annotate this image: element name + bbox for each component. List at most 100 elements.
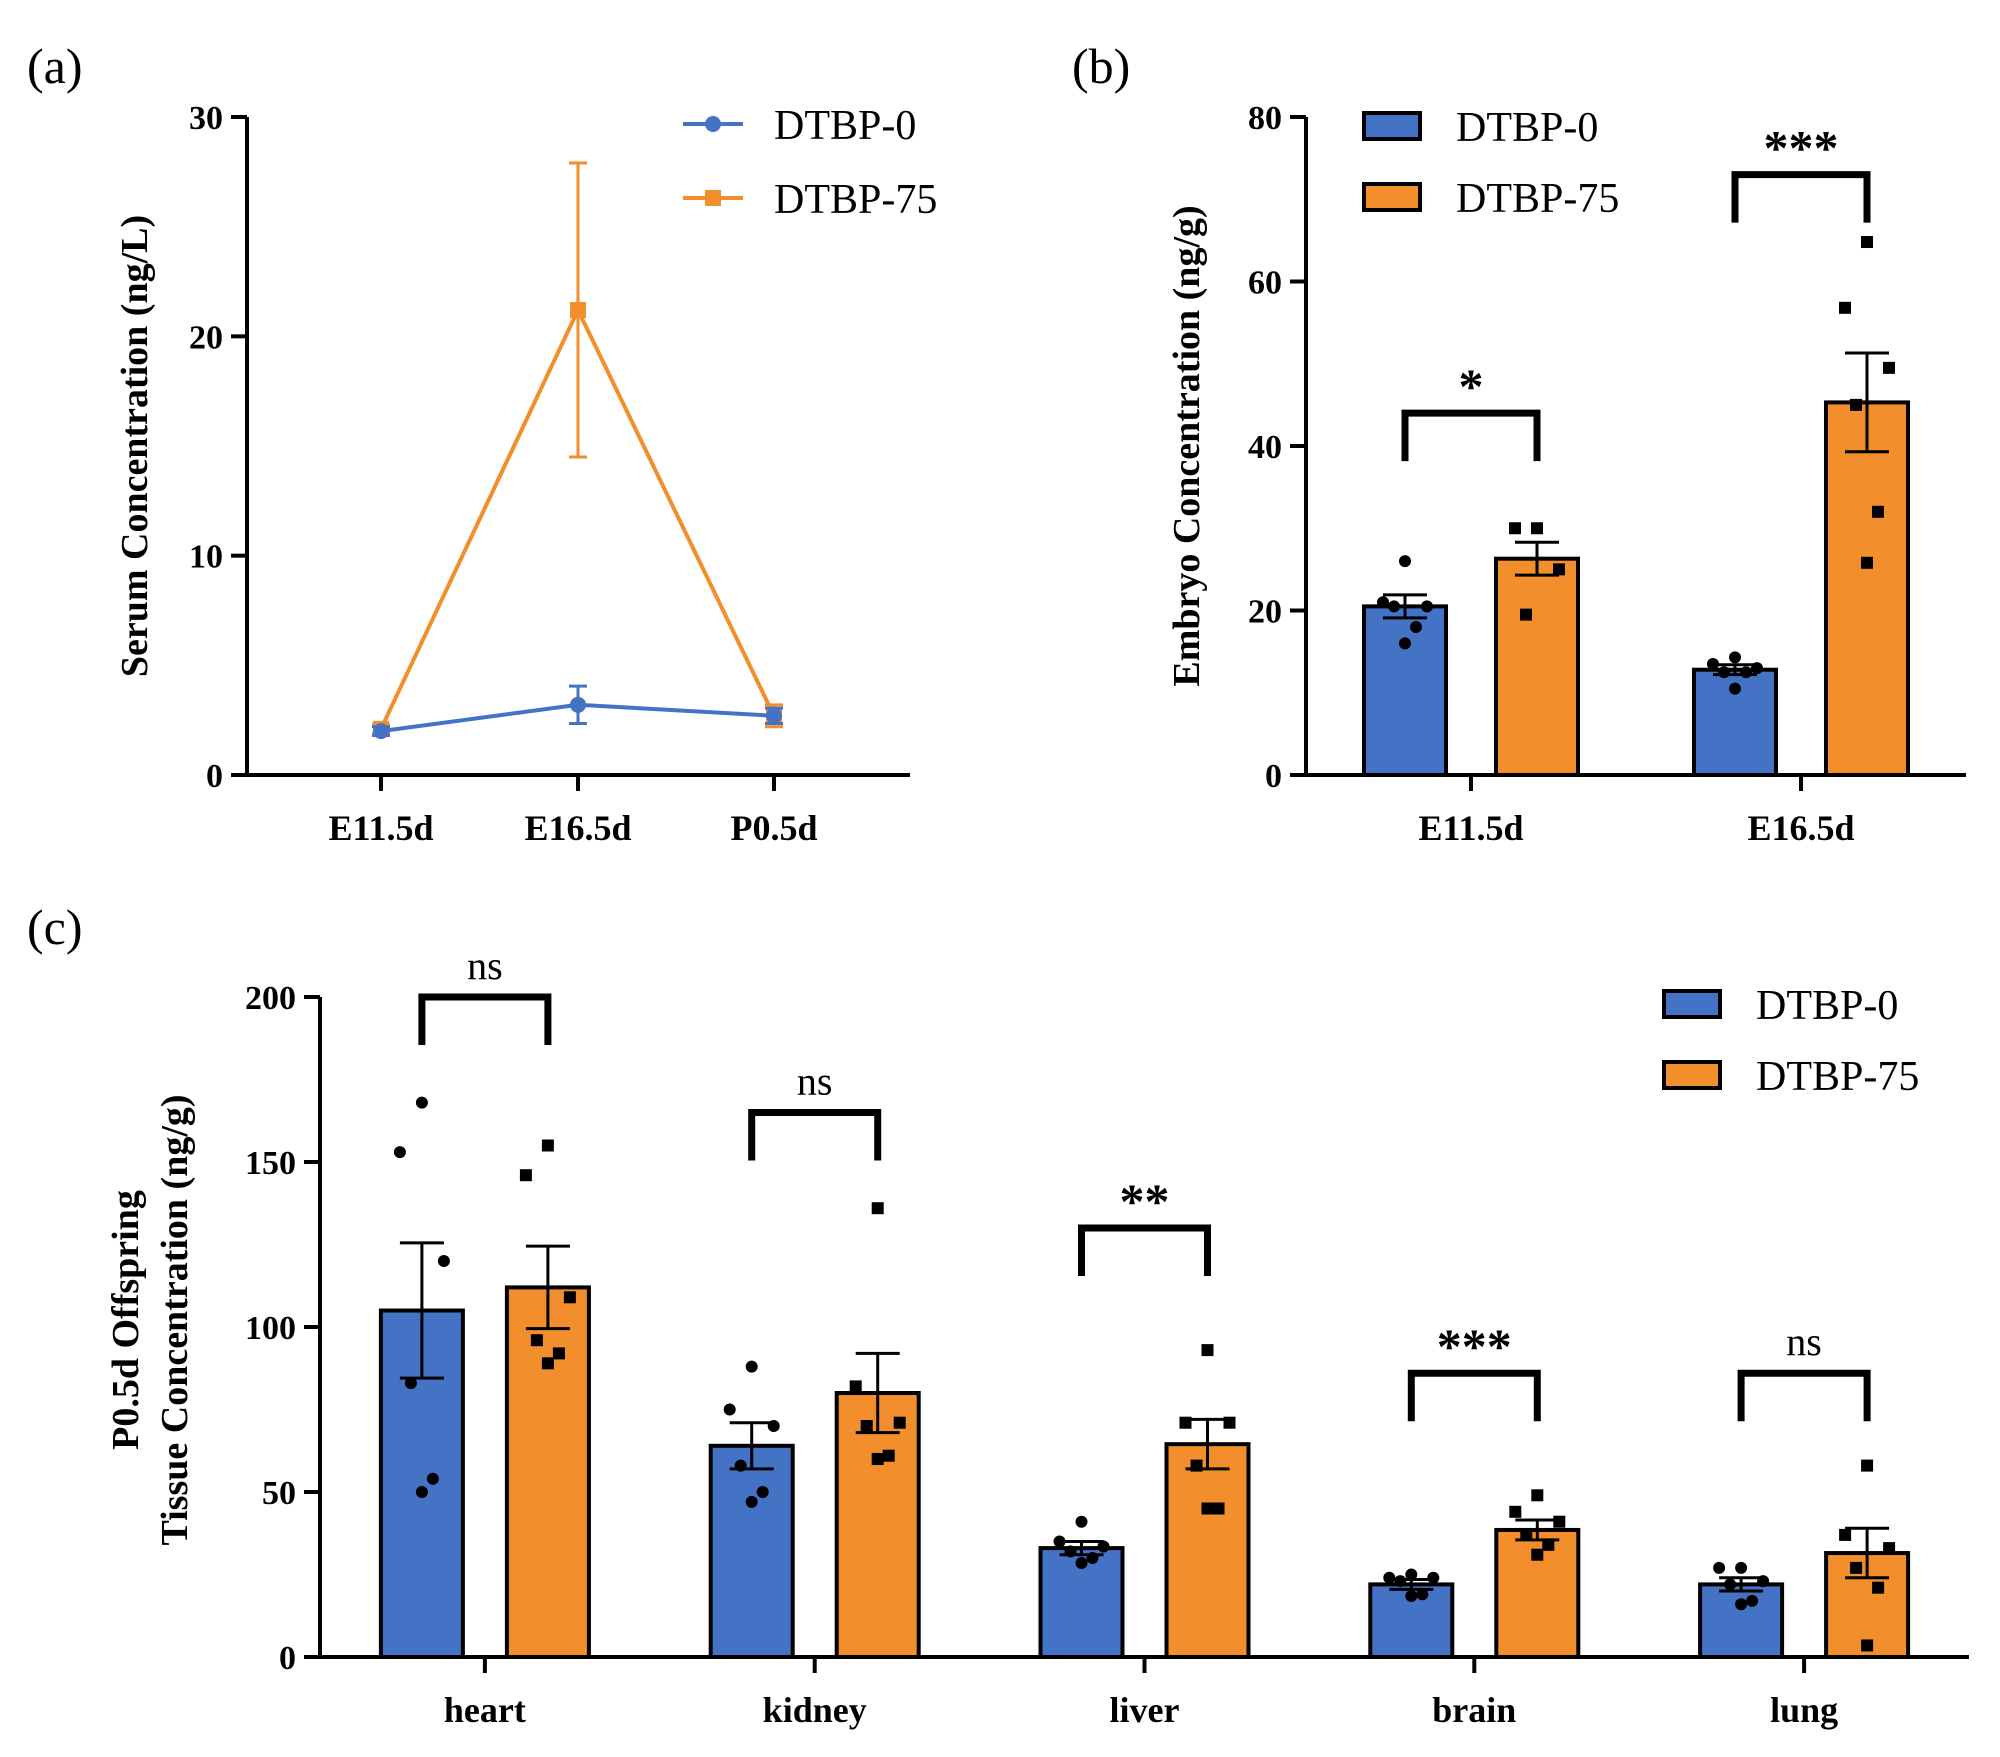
significance-bracket-E11.5d: *	[1401, 358, 1541, 462]
data-point	[1861, 236, 1873, 249]
data-point	[756, 1486, 769, 1498]
y-tick-label: 0	[206, 758, 223, 795]
bracket-line	[1407, 1369, 1541, 1422]
significance-bracket-E16.5d: ***	[1731, 120, 1871, 223]
data-point	[893, 1416, 906, 1429]
panel-c-offspring-tissue-concentration: (c) 0 50 100 150 200 P0.5d Offspring Tissue Con…	[27, 899, 1969, 1730]
data-point	[1707, 657, 1719, 670]
bracket-line	[748, 1109, 882, 1161]
legend-entry-dtbp-75: DTBP-75	[1662, 1054, 1919, 1100]
y-axis-label: P0.5d Offspring	[105, 1190, 147, 1450]
data-point	[1383, 1571, 1396, 1584]
significance-bracket-liver: **	[1078, 1173, 1211, 1276]
panel-label: (a)	[27, 38, 83, 94]
data-point	[1520, 608, 1532, 621]
y-tick-label: 100	[245, 1310, 296, 1347]
data-point	[426, 1472, 439, 1485]
significance-label: ns	[797, 1059, 833, 1104]
y-tick-label: 150	[245, 1145, 296, 1182]
data-point	[1839, 301, 1851, 314]
y-axis-label: Tissue Concentration (ng/g)	[154, 1094, 196, 1545]
data-point	[1421, 600, 1433, 613]
data-point	[1179, 1416, 1192, 1429]
significance-label: ***	[1764, 120, 1839, 176]
legend-entry-dtbp-0: DTBP-0	[1362, 105, 1598, 151]
data-point	[519, 1169, 532, 1182]
data-point	[745, 1360, 758, 1373]
y-axis-label: Embryo Concentration (ng/g)	[1166, 205, 1208, 686]
data-point	[1416, 1588, 1429, 1601]
bar-group-E16.5d-dtbp-0	[1692, 651, 1778, 777]
data-point	[1190, 1459, 1203, 1472]
data-point	[1410, 620, 1422, 633]
bar	[1698, 1582, 1785, 1660]
bar	[708, 1443, 795, 1660]
data-point	[1542, 1538, 1555, 1551]
bar-group-liver-dtbp-75	[1164, 1344, 1251, 1660]
panel-b-embryo-concentration: (b) 0 20 40 60 80 Embryo Concentration (ng/g) E…	[1072, 38, 1966, 848]
legend-label: DTBP-0	[774, 103, 916, 149]
data-point	[1757, 1575, 1770, 1588]
data-point	[1850, 1561, 1863, 1574]
bar-group-kidney-dtbp-0	[708, 1360, 795, 1660]
data-point	[1394, 1575, 1407, 1588]
y-tick-label: 10	[189, 539, 223, 576]
bracket-line	[1078, 1224, 1211, 1276]
bar	[834, 1391, 921, 1659]
data-point	[860, 1420, 873, 1432]
data-point	[1223, 1416, 1236, 1429]
data-point	[1883, 1542, 1896, 1555]
data-point	[849, 1380, 862, 1393]
data-point	[1531, 1548, 1544, 1561]
data-point	[1713, 1561, 1726, 1574]
data-point	[415, 1096, 428, 1109]
data-point	[373, 723, 389, 740]
data-point	[1201, 1344, 1214, 1357]
data-point	[1746, 1594, 1759, 1607]
data-point	[1075, 1515, 1088, 1528]
legend-label: DTBP-75	[1456, 176, 1619, 222]
bar-group-brain-dtbp-0	[1368, 1568, 1455, 1660]
legend-entry-dtbp-75: DTBP-75	[1362, 176, 1619, 222]
bar-group-liver-dtbp-0	[1038, 1515, 1125, 1659]
data-point	[1405, 1589, 1418, 1602]
bar-group-brain-dtbp-75	[1494, 1489, 1581, 1659]
bar	[1164, 1442, 1251, 1660]
data-point	[1883, 361, 1895, 374]
legend-marker	[705, 116, 721, 132]
legend-label: DTBP-0	[1756, 983, 1898, 1029]
y-tick-label: 80	[1248, 100, 1282, 137]
data-point	[1872, 505, 1884, 518]
data-point	[723, 1403, 736, 1416]
data-point	[1751, 662, 1763, 675]
bar-group-heart-dtbp-75	[504, 1139, 591, 1660]
data-point	[1405, 1568, 1418, 1581]
bar-group-heart-dtbp-0	[378, 1096, 465, 1659]
x-tick-label: kidney	[763, 1690, 867, 1730]
legend-swatch	[1662, 1060, 1722, 1090]
panel-label: (b)	[1072, 38, 1130, 94]
bar-group-lung-dtbp-75	[1824, 1459, 1911, 1660]
y-axis-label: Serum Concentration (ng/L)	[114, 215, 156, 677]
significance-label: ns	[467, 943, 503, 988]
y-tick-label: 0	[279, 1640, 296, 1677]
data-point	[1553, 563, 1565, 576]
significance-label: ns	[1786, 1319, 1822, 1364]
data-point	[1718, 666, 1730, 679]
data-point	[1086, 1552, 1099, 1564]
legend-label: DTBP-0	[1456, 105, 1598, 151]
significance-label: **	[1120, 1173, 1170, 1229]
data-point	[1729, 682, 1741, 695]
y-tick-label: 0	[1265, 758, 1282, 795]
data-point	[1850, 398, 1862, 411]
legend-label: DTBP-75	[1756, 1054, 1919, 1100]
data-point	[1388, 600, 1400, 613]
data-point	[767, 1420, 780, 1432]
data-point	[871, 1202, 884, 1215]
legend-entry-dtbp-0: DTBP-0	[1662, 983, 1898, 1029]
bar	[1494, 556, 1580, 777]
data-point	[1872, 1581, 1885, 1594]
x-tick-label: heart	[444, 1690, 526, 1730]
data-point	[393, 1146, 406, 1159]
